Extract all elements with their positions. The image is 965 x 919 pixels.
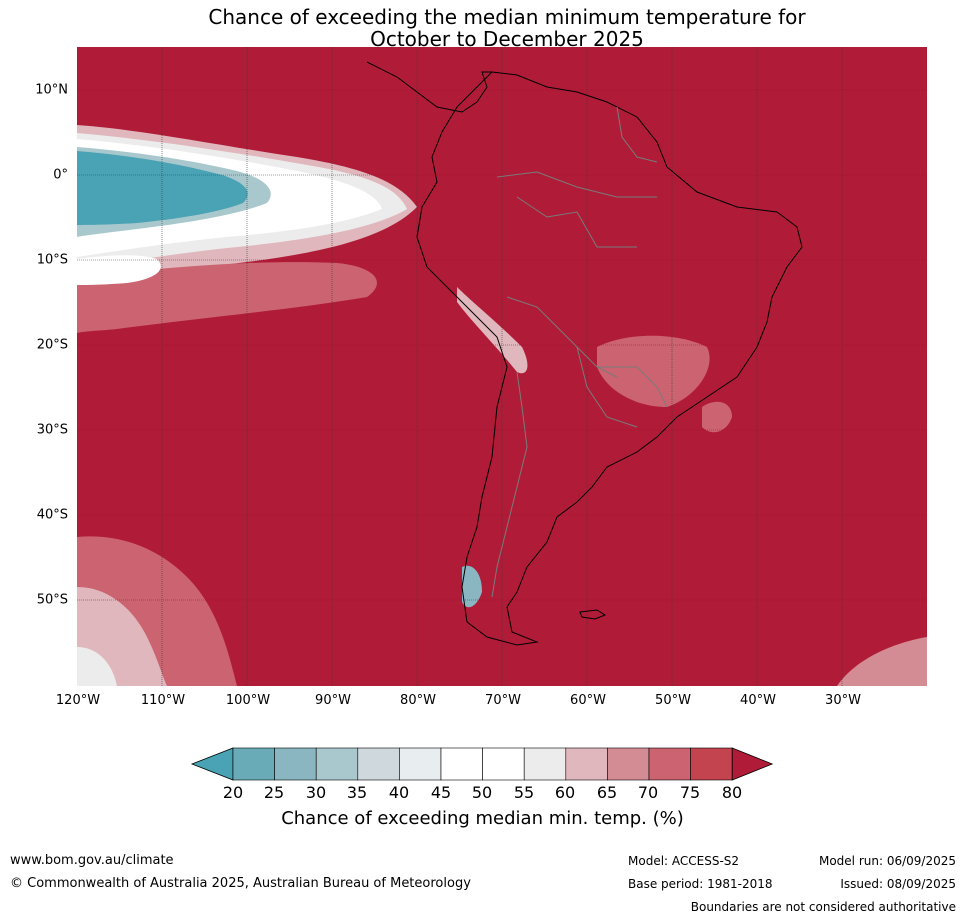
patagonia-teal-patch bbox=[462, 565, 482, 608]
base-period: Base period: 1981-2018 bbox=[628, 877, 773, 891]
colorbar-tick: 35 bbox=[346, 783, 368, 802]
lon-label-50w: 50°W bbox=[655, 693, 691, 708]
lon-label-40w: 40°W bbox=[740, 693, 776, 708]
colorbar-above-arrow bbox=[731, 747, 774, 781]
colorbar-segment bbox=[565, 747, 608, 781]
south-america-coastline bbox=[416, 71, 803, 646]
lon-label-80w: 80°W bbox=[400, 693, 436, 708]
central-america-coastline bbox=[366, 61, 492, 113]
colorbar-segment bbox=[315, 747, 359, 781]
colorbar-label: Chance of exceeding median min. temp. (%… bbox=[281, 808, 684, 829]
colorbar-segment bbox=[648, 747, 691, 781]
model-run-date: Model run: 06/09/2025 bbox=[818, 854, 956, 868]
southwest-pacific-white-region bbox=[77, 647, 117, 686]
model-name: Model: ACCESS-S2 bbox=[628, 854, 740, 868]
andes-light-patch bbox=[457, 287, 528, 374]
issued-date: Issued: 08/09/2025 bbox=[840, 877, 956, 891]
lat-label-20s: 20°S bbox=[36, 337, 68, 353]
pacific-white-patch bbox=[77, 255, 161, 285]
country-borders bbox=[491, 106, 668, 598]
lat-label-30s: 30°S bbox=[36, 422, 68, 438]
colorbar-tick: 40 bbox=[388, 783, 410, 802]
colorbar-segment bbox=[440, 747, 483, 781]
colorbar-segment bbox=[399, 747, 442, 781]
colorbar-segment bbox=[274, 747, 317, 781]
colorbar-tick: 45 bbox=[430, 783, 452, 802]
south-atlantic-region bbox=[837, 637, 927, 686]
lat-label-0: 0° bbox=[53, 167, 68, 183]
pacific-moderate-band bbox=[77, 262, 377, 333]
colorbar-tick: 50 bbox=[471, 783, 493, 802]
colorbar-below-arrow bbox=[190, 747, 234, 781]
colorbar-tick: 65 bbox=[596, 783, 618, 802]
lon-label-60w: 60°W bbox=[570, 693, 606, 708]
map-title-line1: Chance of exceeding the median minimum t… bbox=[208, 5, 806, 29]
falkland-islands bbox=[579, 609, 607, 620]
colorbar-segment bbox=[357, 747, 400, 781]
lon-label-90w: 90°W bbox=[315, 693, 351, 708]
colorbar-tick: 60 bbox=[554, 783, 576, 802]
lon-label-120w: 120°W bbox=[55, 693, 101, 708]
lat-label-10n: 10°N bbox=[35, 82, 68, 98]
lon-label-100w: 100°W bbox=[225, 693, 271, 708]
colorbar-tick: 30 bbox=[305, 783, 327, 802]
brazil-moderate-patch bbox=[597, 335, 710, 407]
copyright-text: © Commonwealth of Australia 2025, Austra… bbox=[10, 876, 471, 891]
colorbar-segment bbox=[690, 747, 733, 781]
colorbar-tick: 80 bbox=[721, 783, 743, 802]
probability-map bbox=[77, 47, 927, 686]
lon-label-110w: 110°W bbox=[140, 693, 186, 708]
colorbar-tick: 55 bbox=[513, 783, 535, 802]
lon-label-30w: 30°W bbox=[825, 693, 861, 708]
map-canvas bbox=[77, 47, 927, 686]
graticule bbox=[77, 47, 927, 686]
colorbar-tick: 75 bbox=[679, 783, 701, 802]
lat-label-10s: 10°S bbox=[36, 252, 68, 268]
colorbar-segment bbox=[482, 747, 525, 781]
lon-label-70w: 70°W bbox=[485, 693, 521, 708]
boundaries-disclaimer: Boundaries are not considered authoritat… bbox=[690, 900, 956, 914]
website-link[interactable]: www.bom.gov.au/climate bbox=[10, 853, 174, 868]
map-title-line2: October to December 2025 bbox=[370, 27, 644, 51]
colorbar-tick: 20 bbox=[222, 783, 244, 802]
lat-label-50s: 50°S bbox=[36, 592, 68, 608]
colorbar-segment bbox=[523, 747, 567, 781]
lat-label-40s: 40°S bbox=[36, 507, 68, 523]
colorbar-segment bbox=[232, 747, 275, 781]
colorbar-segment bbox=[607, 747, 650, 781]
colorbar-tick: 70 bbox=[637, 783, 659, 802]
atlantic-offshore-patch bbox=[702, 401, 732, 433]
colorbar-tick: 25 bbox=[263, 783, 285, 802]
colorbar bbox=[190, 747, 774, 781]
